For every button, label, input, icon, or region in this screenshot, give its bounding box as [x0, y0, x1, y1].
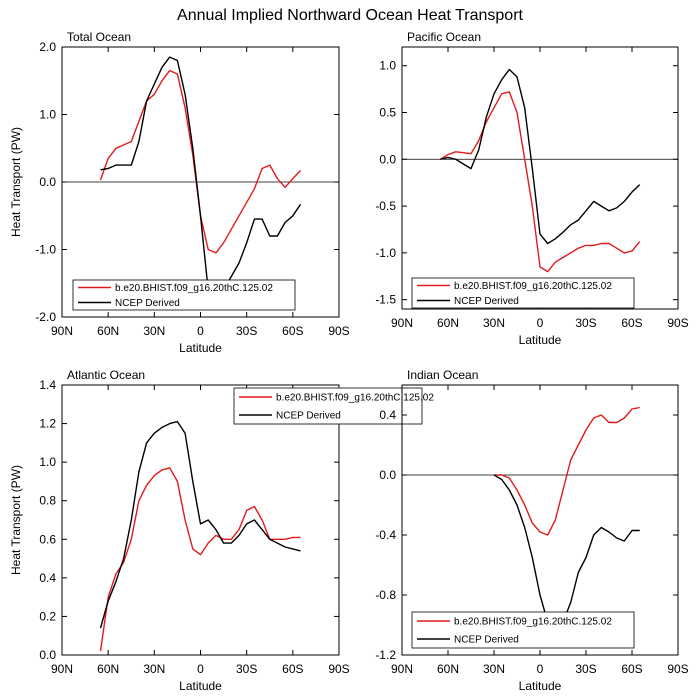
atlantic-ocean-x-tick-label: 60S — [282, 662, 303, 676]
indian-ocean-ncep-line — [493, 474, 640, 634]
atlantic-ocean-model-line — [99, 467, 301, 652]
legend-ncep-label: NCEP Derived — [276, 411, 341, 422]
total-ocean-x-tick-label: 60N — [97, 324, 119, 338]
atlantic-ocean-title: Atlantic Ocean — [67, 368, 145, 382]
indian-ocean-panel: 90N 60N 30N 0 30S 60S 90S -1.2 -0.8 -0.4 0.0 0.4 Ind… — [375, 368, 688, 693]
pacific-ocean-x-tick-label: 90N — [391, 316, 413, 330]
pacific-ocean-y-tick-label: 0.5 — [379, 106, 396, 120]
pacific-ocean-y-tick-label: -0.5 — [375, 199, 396, 213]
atlantic-ocean-legend: b.e20.BHIST.f09_g16.20thC.125.02 NCEP Der… — [233, 387, 434, 425]
pacific-ocean-plot-frame — [401, 46, 679, 310]
indian-ocean-x-tick-label: 60S — [621, 662, 642, 676]
atlantic-ocean-y-tick-label: 1.0 — [39, 455, 56, 469]
legend-box — [411, 277, 635, 309]
total-ocean-y-tick-label: 0.0 — [39, 175, 56, 189]
legend-ncep-label: NCEP Derived — [454, 296, 519, 307]
indian-ocean-x-tick-label: 90N — [391, 662, 413, 676]
figure-title: Annual Implied Northward Ocean Heat Tran… — [177, 7, 524, 24]
pacific-ocean-panel: 90N 60N 30N 0 30S 60S 90S -1.5 -1.0 -0.5 0.0 0.5 1.0… — [375, 30, 688, 347]
total-ocean-y-tick-label: 2.0 — [39, 40, 56, 54]
total-ocean-x-tick-label: 30S — [236, 324, 257, 338]
legend-model-label: b.e20.BHIST.f09_g16.20thC.125.02 — [454, 281, 612, 292]
legend-model-label: b.e20.BHIST.f09_g16.20thC.125.02 — [276, 393, 434, 404]
indian-ocean-y-tick-label: -0.8 — [375, 588, 396, 602]
indian-ocean-legend: b.e20.BHIST.f09_g16.20thC.125.02 NCEP Der… — [411, 611, 635, 649]
total-ocean-legend: b.e20.BHIST.f09_g16.20thC.125.02 NCEP Der… — [72, 279, 296, 311]
atlantic-ocean-y-tick-label: 0.8 — [39, 494, 56, 508]
legend-box — [411, 611, 635, 649]
pacific-ocean-model-line — [439, 91, 641, 273]
atlantic-ocean-panel: 90N 60N 30N 0 30S 60S 90S 0.0 0.2 0.4 0.6 0.8 1.0 1.2… — [9, 368, 434, 693]
legend-box — [72, 279, 296, 311]
legend-ncep-label: NCEP Derived — [454, 635, 519, 646]
legend-ncep-label: NCEP Derived — [115, 298, 180, 309]
atlantic-ocean-y-tick-label: 0.6 — [39, 532, 56, 546]
atlantic-ocean-x-tick-label: 30S — [236, 662, 257, 676]
pacific-ocean-x-tick-label: 30S — [575, 316, 596, 330]
atlantic-ocean-x-tick-label: 60N — [97, 662, 119, 676]
pacific-ocean-ncep-line — [440, 68, 641, 245]
atlantic-ocean-y-tick-label: 1.4 — [39, 378, 56, 392]
total-ocean-x-tick-label: 90S — [328, 324, 349, 338]
total-ocean-ncep-line — [100, 56, 302, 295]
total-ocean-x-tick-label: 0 — [197, 324, 204, 338]
atlantic-ocean-ncep-line — [99, 420, 301, 629]
pacific-ocean-x-tick-label: 90S — [667, 316, 688, 330]
legend-model-label: b.e20.BHIST.f09_g16.20thC.125.02 — [454, 617, 612, 628]
indian-ocean-x-tick-label: 60N — [437, 662, 459, 676]
pacific-ocean-x-tick-label: 60N — [437, 316, 459, 330]
indian-ocean-x-tick-label: 90S — [667, 662, 688, 676]
pacific-ocean-x-tick-label: 0 — [537, 316, 544, 330]
pacific-ocean-y-tick-label: 0.0 — [379, 152, 396, 166]
total-ocean-x-tick-label: 60S — [282, 324, 303, 338]
pacific-ocean-legend: b.e20.BHIST.f09_g16.20thC.125.02 NCEP Der… — [411, 277, 635, 309]
total-ocean-x-tick-label: 90N — [51, 324, 73, 338]
indian-ocean-model-line — [494, 406, 640, 536]
total-ocean-y-tick-label: -1.0 — [35, 243, 56, 257]
pacific-ocean-y-tick-label: -1.5 — [375, 293, 396, 307]
total-ocean-y-tick-label: -2.0 — [35, 310, 56, 324]
total-ocean-model-line — [99, 69, 302, 254]
atlantic-ocean-x-tick-label: 90S — [328, 662, 349, 676]
total-ocean-title: Total Ocean — [67, 30, 131, 44]
atlantic-ocean-y-axis-label: Heat Transport (PW) — [9, 465, 23, 575]
pacific-ocean-x-axis-label: Latitude — [519, 333, 562, 347]
pacific-ocean-x-tick-label: 30N — [483, 316, 505, 330]
indian-ocean-x-axis-label: Latitude — [519, 679, 562, 693]
indian-ocean-y-tick-label: -1.2 — [375, 648, 396, 662]
atlantic-ocean-x-axis-label: Latitude — [179, 679, 222, 693]
total-ocean-y-tick-label: 1.0 — [39, 108, 56, 122]
indian-ocean-y-tick-label: -0.4 — [375, 528, 396, 542]
indian-ocean-y-tick-label: 0.0 — [379, 468, 396, 482]
indian-ocean-x-tick-label: 30S — [575, 662, 596, 676]
total-ocean-panel: 90N 60N 30N 0 30S 60S 90S -2.0 -1.0 0.0 1.0 2.0 Tota… — [9, 30, 350, 355]
pacific-ocean-y-tick-label: -1.0 — [375, 246, 396, 260]
legend-box — [233, 387, 423, 425]
atlantic-ocean-y-tick-label: 0.4 — [39, 571, 56, 585]
total-ocean-x-axis-label: Latitude — [179, 341, 222, 355]
atlantic-ocean-x-tick-label: 30N — [143, 662, 165, 676]
total-ocean-y-axis-label: Heat Transport (PW) — [9, 127, 23, 237]
panels: 90N 60N 30N 0 30S 60S 90S -2.0 -1.0 0.0 1.0 2.0 Tota… — [9, 30, 689, 693]
atlantic-ocean-y-tick-label: 0.2 — [39, 609, 56, 623]
indian-ocean-x-tick-label: 0 — [537, 662, 544, 676]
indian-ocean-title: Indian Ocean — [407, 368, 478, 382]
indian-ocean-y-tick-label: 0.4 — [379, 408, 396, 422]
atlantic-ocean-y-tick-label: 1.2 — [39, 417, 56, 431]
legend-model-label: b.e20.BHIST.f09_g16.20thC.125.02 — [115, 283, 273, 294]
indian-ocean-x-tick-label: 30N — [483, 662, 505, 676]
atlantic-ocean-y-tick-label: 0.0 — [39, 648, 56, 662]
pacific-ocean-title: Pacific Ocean — [407, 30, 481, 44]
atlantic-ocean-x-tick-label: 0 — [197, 662, 204, 676]
atlantic-ocean-x-tick-label: 90N — [51, 662, 73, 676]
pacific-ocean-y-tick-label: 1.0 — [379, 59, 396, 73]
pacific-ocean-x-tick-label: 60S — [621, 316, 642, 330]
total-ocean-x-tick-label: 30N — [143, 324, 165, 338]
